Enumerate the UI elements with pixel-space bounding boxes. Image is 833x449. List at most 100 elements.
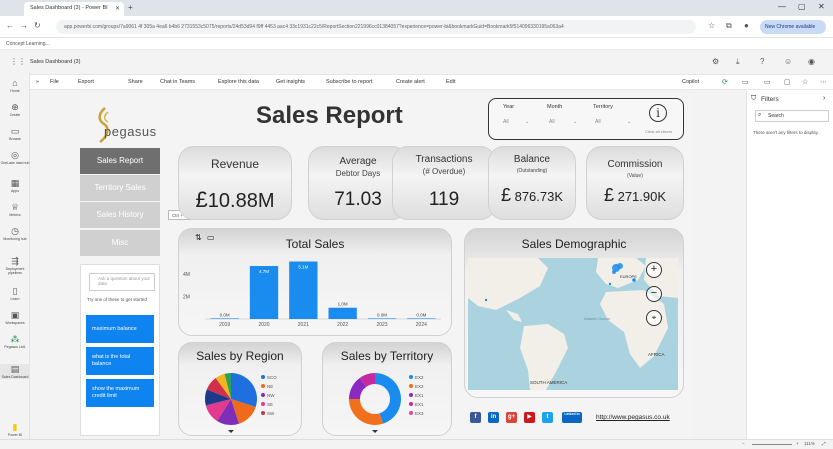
zoom-out-icon[interactable]: − [742, 441, 745, 446]
pie-slice[interactable] [217, 399, 240, 425]
linkedin-icon[interactable]: in [488, 412, 499, 423]
pie-slice[interactable] [205, 399, 231, 421]
qa-suggestion-button[interactable]: maximum balance [86, 315, 154, 343]
qa-suggestion-button[interactable]: what is the total balance [86, 347, 154, 375]
zoom-in-button[interactable]: + [646, 262, 662, 278]
create-alert-button[interactable]: Create alert [396, 79, 425, 85]
map-bubble[interactable] [617, 263, 623, 269]
view-icon[interactable]: ▭ [742, 79, 749, 86]
qa-input[interactable]: Ask a question about your data [89, 273, 155, 291]
subscribe-button[interactable]: Subscribe to report [326, 79, 373, 85]
twitter-icon[interactable]: t [542, 412, 553, 423]
bookmark-icon[interactable]: ☆ [802, 79, 809, 86]
nav-sales-history[interactable]: Sales History [80, 202, 160, 228]
map-bubble[interactable] [612, 270, 616, 274]
website-link[interactable]: http://www.pegasus.co.uk [596, 414, 670, 421]
territory-dropdown-icon[interactable]: ⌄ [627, 119, 632, 125]
workspace-name[interactable]: Sales Dashboard (3) [30, 59, 81, 65]
map-bubble[interactable] [484, 298, 488, 302]
pie-slice[interactable] [349, 377, 367, 399]
explore-data-button[interactable]: Explore this data [218, 79, 259, 85]
bookmark-item[interactable]: Concept Learning... [6, 41, 50, 47]
kpi-transactions[interactable]: Transactions (# Overdue) 119 [392, 146, 496, 220]
rail-apps[interactable]: ▦ Apps [0, 178, 30, 193]
rail-metrics[interactable]: ♕ Metrics [0, 202, 30, 217]
linkedin-badge-icon[interactable]: Linked in [562, 412, 582, 423]
map-bubble[interactable] [608, 282, 612, 286]
zoom-slider[interactable] [752, 444, 792, 445]
nav-misc[interactable]: Misc [80, 230, 160, 256]
extensions-icon[interactable]: ⧉ [726, 21, 732, 30]
info-button[interactable]: i [649, 104, 667, 122]
qa-suggestion-button[interactable]: show the maximum credit limit [86, 379, 154, 407]
kpi-revenue[interactable]: Revenue £10.88M [178, 146, 292, 220]
share-button[interactable]: Share [128, 79, 143, 85]
collapse-pane-icon[interactable]: › [823, 95, 826, 102]
territory-slicer[interactable]: All [595, 119, 601, 125]
bookmark-star-icon[interactable]: ☆ [708, 21, 716, 30]
drill-icon[interactable]: ⇅ [195, 233, 202, 242]
year-slicer[interactable]: All [503, 119, 509, 125]
recenter-button[interactable]: ⌖ [646, 310, 662, 326]
reload-icon[interactable]: ↻ [34, 21, 41, 30]
maximize-icon[interactable]: ▢ [798, 2, 806, 11]
new-tab-icon[interactable]: + [128, 3, 133, 12]
focus-icon[interactable]: ▭ [207, 233, 215, 242]
nav-sales-report[interactable]: Sales Report [80, 148, 160, 174]
pie-slice[interactable] [206, 377, 231, 399]
year-dropdown-icon[interactable]: ⌄ [525, 119, 530, 125]
edit-button[interactable]: Edit [446, 79, 456, 85]
rail-monitoring[interactable]: ◷ Monitoring hub [0, 226, 30, 241]
download-icon[interactable]: ⤓ [736, 57, 740, 66]
settings-icon[interactable]: ⚙ [712, 57, 720, 66]
bar[interactable] [328, 307, 357, 319]
refresh-icon[interactable]: ⟳ [722, 79, 728, 86]
google-plus-icon[interactable]: g+ [506, 412, 517, 423]
close-window-icon[interactable]: ✕ [818, 2, 825, 11]
rail-pegasus[interactable]: ⁂ Pegasus Ltd1 [0, 334, 30, 349]
rail-sales-dashboard[interactable]: ▤ Sales Dashboard [0, 364, 30, 379]
pie-slice[interactable] [231, 373, 257, 408]
clear-slicers-link[interactable]: Clear all slicers [645, 129, 673, 134]
kpi-debtor-days[interactable]: Average Debtor Days 71.03 [308, 146, 408, 220]
pie-slice[interactable] [231, 399, 256, 424]
help-icon[interactable]: ? [760, 57, 765, 66]
zoom-out-button[interactable]: − [646, 286, 662, 302]
feedback-icon[interactable]: ☺ [784, 57, 793, 66]
nav-territory-sales[interactable]: Territory Sales [80, 175, 160, 201]
bar[interactable] [249, 266, 279, 319]
month-dropdown-icon[interactable]: ⌄ [573, 119, 578, 125]
pie-slice[interactable] [375, 373, 401, 424]
pie-slice[interactable] [359, 373, 375, 387]
pie-slice[interactable] [215, 373, 231, 399]
export-menu[interactable]: Export [78, 79, 94, 85]
zoom-in-icon[interactable]: + [796, 441, 799, 446]
rail-deployment[interactable]: ⇶ Deployment pipelines [0, 256, 30, 275]
rail-browse[interactable]: ▭ Browse [0, 126, 30, 141]
rail-learn[interactable]: ▯ Learn [0, 286, 30, 301]
copilot-button[interactable]: Copilot [682, 79, 700, 85]
browser-tab[interactable]: Sales Dashboard (3) - Power BI ✕ [24, 2, 124, 16]
comment-icon[interactable]: ▢ [784, 79, 791, 86]
scroll-down-icon[interactable] [372, 430, 378, 433]
filters-search-input[interactable]: Search [755, 110, 829, 122]
rail-onelake[interactable]: ◎ OneLake data hub [0, 150, 30, 165]
rail-home[interactable]: ⌂ Home [0, 78, 30, 93]
url-field[interactable]: app.powerbi.com/groups/7a9061 4f 305a 4e… [56, 20, 696, 34]
bar[interactable] [367, 318, 397, 319]
pie-slice[interactable] [349, 399, 384, 425]
rail-powerbi[interactable]: ▮ Power BI [0, 422, 30, 437]
get-insights-button[interactable]: Get insights [276, 79, 306, 85]
file-menu[interactable]: File [50, 79, 59, 85]
expand-icon[interactable]: » [36, 79, 40, 85]
sales-map[interactable]: Atlantic Ocean AFRICA SOUTH AMERICA EURO… [468, 258, 678, 390]
forward-icon[interactable]: → [20, 21, 28, 30]
rail-workspaces[interactable]: ▣ Workspaces [0, 310, 30, 325]
scroll-down-icon[interactable] [228, 430, 234, 433]
minimize-icon[interactable]: — [778, 2, 786, 11]
kpi-commission[interactable]: Commission (Value) £ 271.90K [586, 146, 684, 220]
back-icon[interactable]: ← [6, 21, 14, 30]
layout-icon[interactable]: ▭ [764, 79, 771, 86]
bar[interactable] [210, 318, 239, 319]
profile-icon[interactable]: ● [744, 21, 749, 30]
